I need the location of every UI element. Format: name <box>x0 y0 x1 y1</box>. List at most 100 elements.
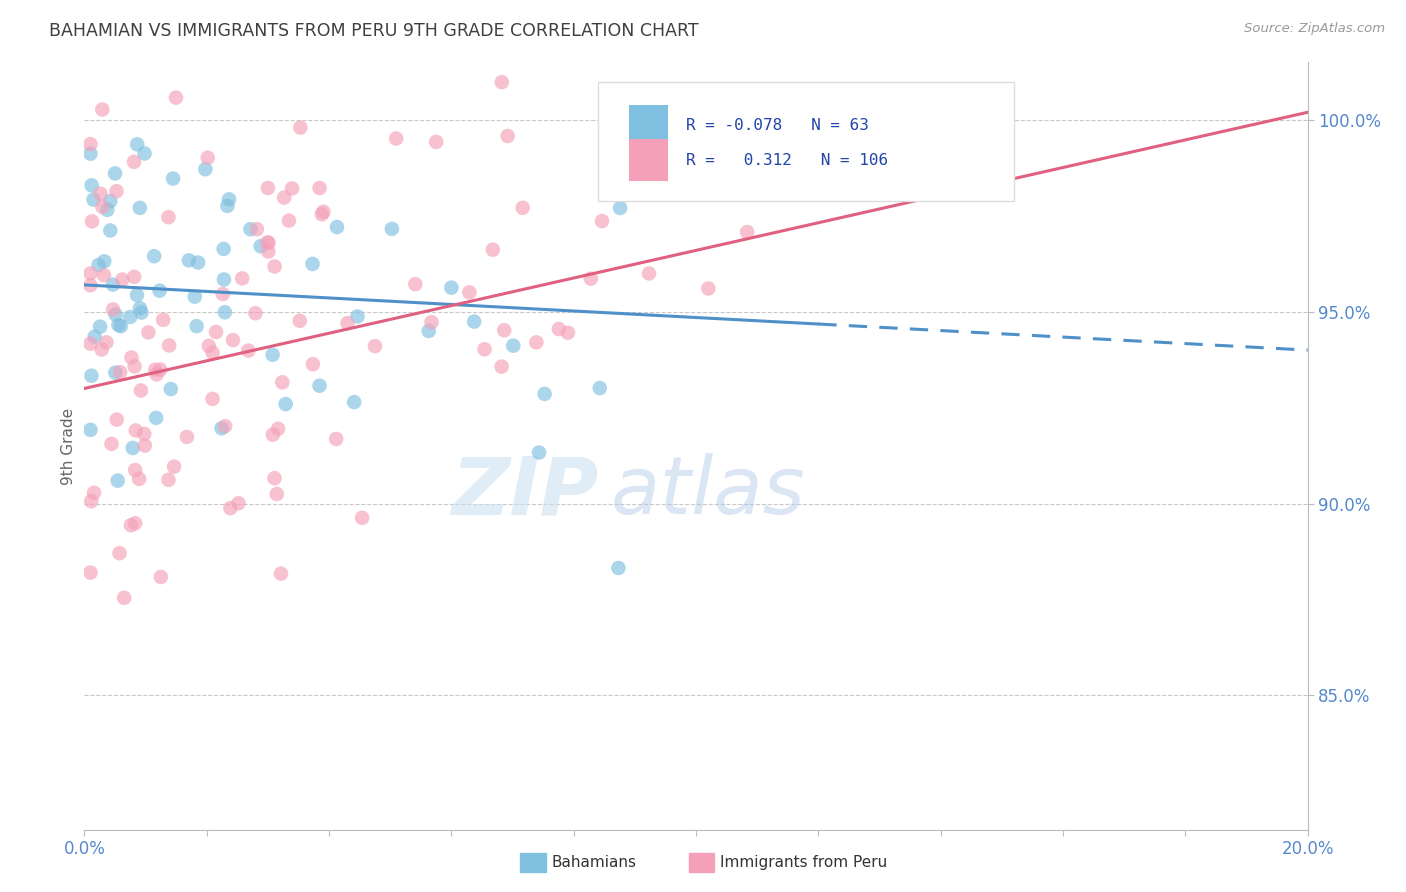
Point <box>131 305 153 319</box>
Point <box>79 423 101 437</box>
Point <box>127 137 149 152</box>
Point <box>145 368 167 382</box>
Point <box>271 376 294 390</box>
Point <box>735 225 758 239</box>
Point <box>120 518 142 533</box>
Point <box>110 319 132 334</box>
Point <box>162 171 184 186</box>
FancyBboxPatch shape <box>628 104 668 147</box>
Point <box>211 287 233 301</box>
Point <box>104 308 127 322</box>
Point <box>579 271 602 285</box>
Point <box>120 310 142 324</box>
Point <box>134 146 156 161</box>
Point <box>186 319 208 334</box>
Point <box>108 365 131 379</box>
Point <box>239 222 262 236</box>
Point <box>121 441 143 455</box>
Point <box>512 201 534 215</box>
Point <box>93 268 115 283</box>
Point <box>214 419 236 434</box>
Point <box>143 249 166 263</box>
Point <box>165 90 187 104</box>
Point <box>143 362 166 376</box>
Point <box>80 214 103 228</box>
Point <box>104 366 127 380</box>
Point <box>91 103 114 117</box>
Point <box>157 338 180 352</box>
FancyBboxPatch shape <box>628 139 668 181</box>
Point <box>145 410 167 425</box>
Point <box>79 146 101 161</box>
Point <box>496 128 519 143</box>
Point <box>107 318 129 332</box>
Point <box>91 200 114 214</box>
Point <box>80 178 103 193</box>
Point <box>326 220 349 235</box>
Point <box>502 339 524 353</box>
Point <box>125 288 148 302</box>
Point <box>219 501 242 516</box>
Point <box>266 487 288 501</box>
Point <box>125 424 148 438</box>
Point <box>79 278 101 293</box>
Point <box>278 213 301 227</box>
Point <box>425 135 447 149</box>
Point <box>257 181 280 195</box>
Point <box>217 199 239 213</box>
Point <box>177 253 200 268</box>
Point <box>607 561 630 575</box>
Point <box>589 381 612 395</box>
Point <box>138 326 160 340</box>
Point <box>404 277 426 292</box>
Point <box>308 181 330 195</box>
Point <box>160 382 183 396</box>
Point <box>98 223 121 237</box>
Point <box>263 471 285 485</box>
Text: Immigrants from Peru: Immigrants from Peru <box>720 855 887 870</box>
Point <box>79 266 101 280</box>
Point <box>249 239 271 253</box>
Point <box>681 135 703 149</box>
Point <box>491 359 513 374</box>
Point <box>257 235 280 250</box>
Point <box>245 306 267 320</box>
Point <box>111 272 134 286</box>
Point <box>312 204 335 219</box>
Point <box>262 348 284 362</box>
Point <box>281 181 304 195</box>
Point <box>194 162 217 177</box>
Point <box>463 315 485 329</box>
Point <box>212 272 235 286</box>
Point <box>494 323 516 337</box>
Point <box>83 329 105 343</box>
Point <box>79 566 101 580</box>
Point <box>418 324 440 338</box>
Point <box>533 387 555 401</box>
Point <box>176 430 198 444</box>
Point <box>262 427 284 442</box>
Point <box>152 313 174 327</box>
Point <box>105 412 128 426</box>
Point <box>124 516 146 531</box>
Point <box>89 319 111 334</box>
Point <box>205 325 228 339</box>
Point <box>308 378 330 392</box>
Point <box>231 271 253 285</box>
Point <box>149 284 172 298</box>
Text: atlas: atlas <box>610 453 806 531</box>
Point <box>270 566 292 581</box>
Text: Bahamians: Bahamians <box>551 855 636 870</box>
Point <box>311 207 333 221</box>
Text: R = -0.078   N = 63: R = -0.078 N = 63 <box>686 119 869 133</box>
Text: R =   0.312   N = 106: R = 0.312 N = 106 <box>686 153 889 168</box>
Point <box>112 591 135 605</box>
Point <box>80 368 103 383</box>
Point <box>201 345 224 359</box>
Point <box>134 427 156 442</box>
Point <box>212 242 235 256</box>
Text: ZIP: ZIP <box>451 453 598 531</box>
Point <box>90 343 112 357</box>
Point <box>302 357 325 371</box>
Point <box>547 322 569 336</box>
